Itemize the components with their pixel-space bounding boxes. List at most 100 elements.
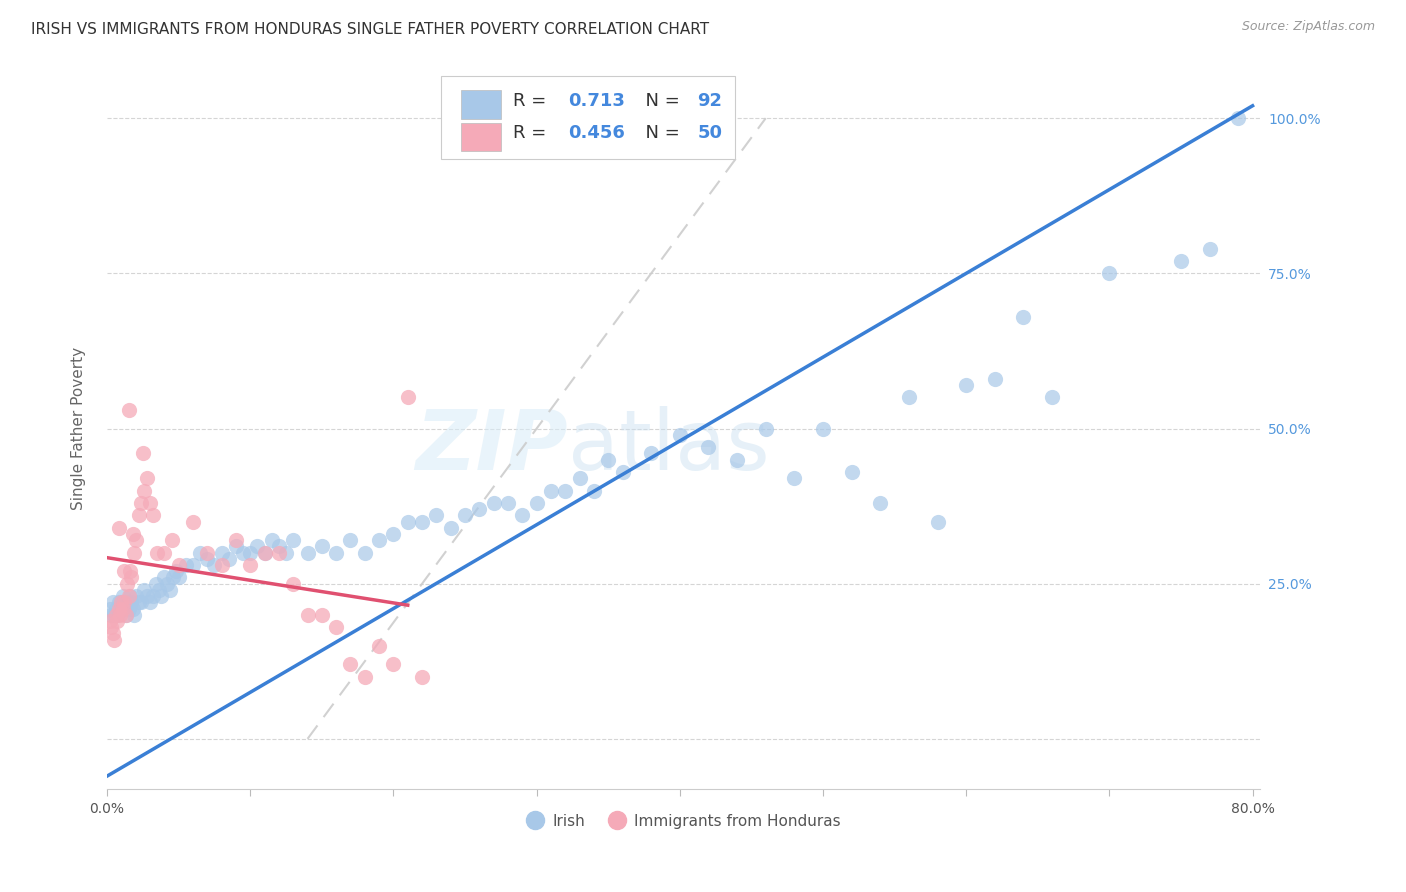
Point [98,614,121,628]
Point [107,521,129,535]
Point [526,496,548,510]
Point [108,601,131,615]
Point [103,607,125,622]
Point [145,576,167,591]
Point [246,540,269,554]
Point [125,589,148,603]
Point [100,620,122,634]
Point [108,607,131,622]
Point [124,546,146,560]
Point [339,657,361,672]
Point [482,496,505,510]
Point [218,552,240,566]
Point [128,595,150,609]
Point [311,607,333,622]
FancyBboxPatch shape [461,122,502,152]
Point [1098,266,1121,280]
Point [153,570,176,584]
Point [195,552,218,566]
Point [297,546,319,560]
Point [353,546,375,560]
Point [955,378,977,392]
Point [136,471,159,485]
Point [103,632,125,647]
Point [121,601,143,615]
Point [111,601,134,615]
Point [411,515,433,529]
Point [132,446,155,460]
Point [382,657,405,672]
Point [104,607,127,622]
Point [411,670,433,684]
Text: R =: R = [513,92,551,110]
Point [232,546,254,560]
Point [283,533,305,548]
Text: ZIP: ZIP [416,406,568,487]
Point [339,533,361,548]
Point [150,589,173,603]
Point [725,452,748,467]
Point [211,546,233,560]
Point [260,533,283,548]
Point [162,570,184,584]
Point [267,546,290,560]
Legend: Irish, Immigrants from Honduras: Irish, Immigrants from Honduras [520,807,846,835]
Point [368,533,391,548]
Point [117,601,139,615]
Point [174,558,197,572]
Point [239,546,262,560]
Point [1227,111,1250,125]
Point [112,595,135,609]
Point [107,595,129,609]
Point [325,546,347,560]
Point [107,601,129,615]
Point [167,558,190,572]
Point [125,533,148,548]
Point [669,427,692,442]
Point [115,576,138,591]
Text: 0.456: 0.456 [568,124,626,143]
Point [325,620,347,634]
Text: 92: 92 [697,92,723,110]
Y-axis label: Single Father Poverty: Single Father Poverty [72,347,86,510]
Point [568,471,591,485]
Point [101,626,124,640]
Point [139,496,162,510]
Point [128,508,150,523]
Point [396,391,419,405]
Point [136,589,159,603]
Point [353,670,375,684]
Text: IRISH VS IMMIGRANTS FROM HONDURAS SINGLE FATHER POVERTY CORRELATION CHART: IRISH VS IMMIGRANTS FROM HONDURAS SINGLE… [31,22,709,37]
Point [253,546,276,560]
FancyBboxPatch shape [461,90,502,119]
Point [142,589,165,603]
Point [100,607,122,622]
Point [283,576,305,591]
Point [510,508,533,523]
Point [755,421,778,435]
Point [195,546,218,560]
Point [454,508,477,523]
Point [142,508,165,523]
Point [612,465,634,479]
Point [468,502,491,516]
Point [112,601,135,615]
Point [211,558,233,572]
Text: 0.713: 0.713 [568,92,626,110]
Point [167,570,190,584]
Point [425,508,447,523]
Text: N =: N = [634,124,685,143]
Point [253,546,276,560]
Point [396,515,419,529]
Point [811,421,834,435]
Point [311,540,333,554]
Text: 50: 50 [697,124,723,143]
Point [146,546,169,560]
Point [1198,242,1220,256]
Point [274,546,297,560]
Point [111,589,134,603]
Point [540,483,562,498]
Point [117,403,139,417]
Point [927,515,949,529]
Point [204,558,226,572]
